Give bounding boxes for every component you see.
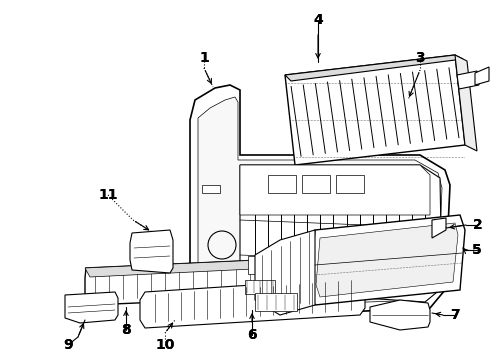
Text: 6: 6 <box>247 328 257 342</box>
Text: 3: 3 <box>415 51 425 65</box>
Polygon shape <box>85 255 375 305</box>
Text: 2: 2 <box>473 218 483 232</box>
Polygon shape <box>65 292 118 323</box>
Polygon shape <box>190 85 450 315</box>
Text: 2: 2 <box>473 218 483 232</box>
Bar <box>336 175 364 193</box>
Bar <box>248 256 308 274</box>
Text: 4: 4 <box>313 13 323 27</box>
Text: 5: 5 <box>472 243 482 257</box>
Polygon shape <box>85 255 375 277</box>
Polygon shape <box>130 230 173 273</box>
Polygon shape <box>455 55 477 151</box>
Text: 10: 10 <box>155 338 175 352</box>
Bar <box>255 293 297 311</box>
Text: 11: 11 <box>98 188 118 202</box>
Text: 4: 4 <box>313 13 323 27</box>
Polygon shape <box>240 165 430 215</box>
Bar <box>302 175 330 193</box>
Polygon shape <box>432 218 446 238</box>
Text: 7: 7 <box>450 308 460 322</box>
Text: 9: 9 <box>63 338 73 352</box>
Text: 6: 6 <box>247 328 257 342</box>
Text: 9: 9 <box>63 338 73 352</box>
Polygon shape <box>316 223 458 297</box>
Polygon shape <box>457 71 479 89</box>
Polygon shape <box>285 55 463 81</box>
Text: 8: 8 <box>121 323 131 337</box>
Bar <box>202 185 220 193</box>
Text: 3: 3 <box>415 51 425 65</box>
Polygon shape <box>475 67 489 85</box>
Polygon shape <box>370 300 430 330</box>
Polygon shape <box>240 165 442 302</box>
Text: 5: 5 <box>472 243 482 257</box>
Polygon shape <box>198 97 442 305</box>
Polygon shape <box>140 278 365 328</box>
Bar <box>268 175 296 193</box>
Polygon shape <box>310 215 465 305</box>
Polygon shape <box>255 230 315 315</box>
Text: 10: 10 <box>155 338 175 352</box>
Text: 8: 8 <box>121 323 131 337</box>
Text: 7: 7 <box>450 308 460 322</box>
Polygon shape <box>285 55 465 165</box>
Bar <box>245 280 275 294</box>
Text: 1: 1 <box>199 51 209 65</box>
Text: 1: 1 <box>199 51 209 65</box>
Text: 11: 11 <box>98 188 118 202</box>
